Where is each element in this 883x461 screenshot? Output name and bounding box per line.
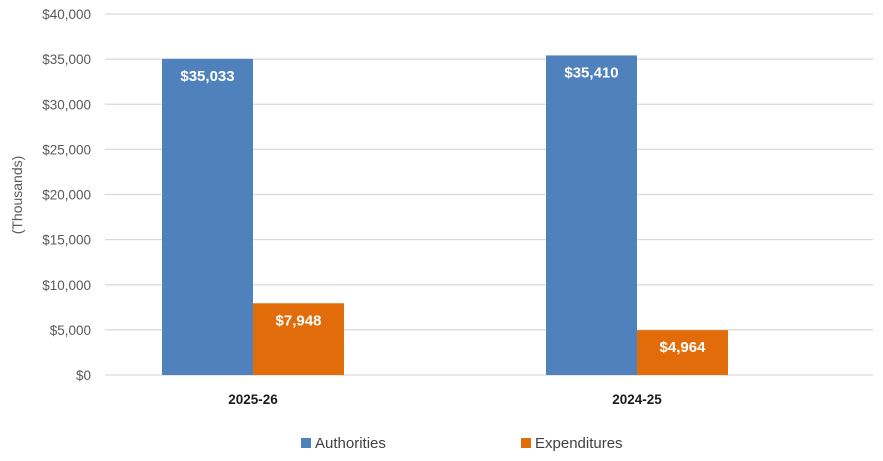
bars [162,55,728,376]
legend-item-expenditures: Expenditures [521,435,623,452]
x-category-label: 2024-25 [612,392,662,407]
data-label: $7,948 [276,312,322,329]
y-tick-label: $5,000 [50,323,91,338]
legend-swatch [521,438,531,448]
data-label: $35,410 [564,64,618,81]
y-tick-label: $40,000 [42,7,91,22]
data-label: $35,033 [180,68,234,85]
y-tick-label: $30,000 [42,97,91,112]
bar-expenditures-2024-25 [637,330,728,375]
y-tick-label: $0 [76,368,91,383]
y-tick-label: $10,000 [42,278,91,293]
bar-authorities-2025-26 [162,58,253,375]
data-label: $4,964 [660,339,707,356]
legend: Authorities Expenditures [301,435,623,452]
x-axis-category-labels: 2025-26 2024-25 [228,392,662,407]
legend-label: Expenditures [535,435,623,452]
legend-swatch [301,438,311,448]
y-tick-label: $35,000 [42,52,91,67]
bar-authorities-2024-25 [546,55,637,376]
bar-expenditures-2025-26 [253,303,344,375]
legend-label: Authorities [315,435,386,452]
data-labels: $35,033 $7,948 $35,410 $4,964 [180,64,706,356]
y-tick-label: $15,000 [42,233,91,248]
y-tick-label: $25,000 [42,142,91,157]
y-axis-title: (Thousands) [9,156,25,235]
x-category-label: 2025-26 [228,392,278,407]
y-axis-tick-labels: $0 $5,000 $10,000 $15,000 $20,000 $25,000 $30,… [42,7,91,383]
y-tick-label: $20,000 [42,188,91,203]
legend-item-authorities: Authorities [301,435,386,452]
